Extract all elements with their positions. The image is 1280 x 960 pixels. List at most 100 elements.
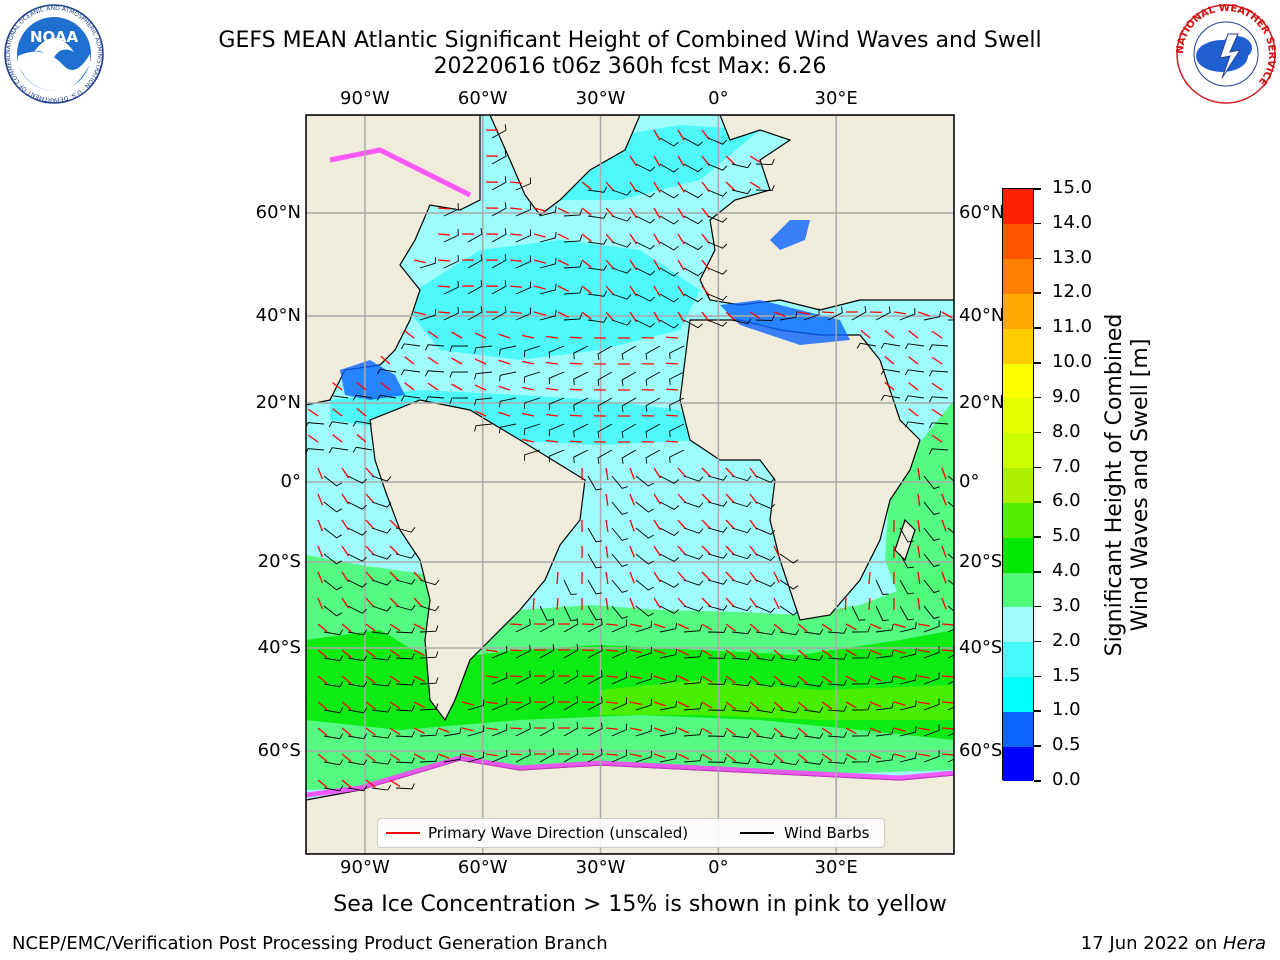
wave-direction-arrow-65	[629, 285, 638, 297]
wave-direction-arrow-172	[629, 467, 635, 480]
wind-barb-395	[443, 753, 462, 763]
wave-direction-arrow-355	[773, 701, 784, 711]
wind-barb-41	[659, 241, 679, 251]
wind-barb-55	[683, 267, 703, 277]
wave-direction-arrow-215	[677, 545, 687, 556]
wave-direction-arrow-157	[332, 434, 343, 443]
wind-barb-18	[707, 189, 728, 197]
wind-barb-383	[803, 732, 824, 739]
wave-direction-arrow-145	[474, 410, 487, 417]
wave-direction-arrow-20	[749, 181, 761, 189]
wind-barb-110	[425, 370, 445, 377]
wind-barb-88	[875, 306, 891, 321]
wave-direction-arrow-99	[569, 336, 583, 339]
wave-direction-arrow-82	[725, 311, 736, 321]
wind-barb-349	[635, 698, 652, 711]
wind-barb-417	[323, 785, 344, 792]
wind-barb-35	[515, 229, 532, 243]
wave-direction-arrow-300	[677, 649, 690, 656]
wave-direction-arrow-202	[725, 519, 735, 530]
wind-barb-259	[875, 605, 889, 621]
wind-barb-418	[347, 785, 368, 792]
wave-direction-arrow-360	[893, 701, 906, 706]
wind-barb-231	[635, 579, 654, 591]
wind-barb-159	[523, 449, 541, 461]
wave-direction-arrow-114	[522, 360, 535, 365]
colorbar-tick-label-12: 10.0	[1052, 351, 1093, 373]
wind-barb-303	[755, 655, 776, 662]
wave-direction-arrow-328	[749, 675, 760, 685]
wind-barb-252	[659, 605, 679, 614]
wind-barb-144	[352, 420, 373, 427]
wind-barb-379	[707, 730, 727, 737]
wave-direction-arrow-304	[773, 649, 784, 659]
wave-direction-arrow-10	[749, 155, 761, 163]
wind-barb-43	[707, 241, 728, 249]
wave-direction-arrow-227	[413, 571, 423, 582]
land-africa	[679, 319, 921, 621]
wind-barb-366	[395, 731, 415, 738]
wind-barb-67	[683, 293, 703, 303]
wind-barb-19	[731, 188, 752, 195]
wave-direction-arrow-212	[605, 545, 609, 558]
wave-direction-arrow-180	[317, 493, 324, 506]
wave-direction-arrow-223	[317, 571, 324, 584]
wind-barb-375	[611, 723, 628, 737]
wave-direction-arrow-148	[546, 413, 559, 417]
wave-direction-arrow-27	[605, 207, 615, 218]
wind-barb-376	[635, 724, 652, 737]
wave-direction-arrow-42	[677, 233, 685, 245]
wave-direction-arrow-256	[749, 597, 758, 609]
wind-barb-221	[923, 553, 940, 568]
wave-direction-arrow-290	[389, 649, 401, 658]
wave-direction-arrow-315	[389, 675, 401, 684]
wave-direction-arrow-279	[773, 623, 784, 633]
wind-barb-400	[563, 748, 579, 763]
wave-direction-arrow-66	[653, 285, 661, 297]
wind-barb-413	[875, 754, 894, 763]
wave-direction-arrow-122	[908, 356, 919, 365]
wind-barb-378	[683, 728, 703, 737]
wind-barb-249	[587, 605, 603, 621]
wind-barb-229	[587, 579, 603, 595]
wind-barb-241	[947, 579, 954, 586]
wind-barb-150	[597, 423, 613, 438]
wind-barb-295	[563, 644, 579, 659]
wind-barb-208	[347, 553, 368, 562]
wind-barb-54	[659, 267, 679, 277]
wave-direction-arrow-242	[317, 597, 324, 610]
wave-direction-arrow-385	[845, 727, 857, 735]
wave-direction-arrow-292	[485, 649, 498, 653]
wind-barb-47	[491, 254, 507, 269]
wave-direction-arrow-375	[605, 727, 619, 730]
wind-barb-64	[611, 293, 632, 300]
wave-direction-arrow-206	[941, 519, 947, 532]
wave-direction-arrow-209	[365, 545, 375, 556]
wind-barb-145	[474, 423, 493, 432]
wind-barb-2	[683, 137, 703, 147]
wave-direction-arrow-238	[868, 571, 871, 585]
lat-label-left-2: 20°N	[255, 392, 301, 413]
wave-direction-arrow-307	[845, 649, 857, 657]
wave-direction-arrow-95	[474, 332, 487, 339]
wind-barb-377	[659, 726, 678, 737]
wave-direction-arrow-262	[941, 597, 947, 610]
wind-barb-344	[515, 696, 531, 711]
lon-label-top-1: 60°W	[457, 88, 508, 109]
wind-barb-371	[515, 722, 531, 737]
wave-direction-arrow-186	[677, 493, 687, 504]
wave-direction-arrow-252	[653, 597, 661, 609]
wind-barb-322	[611, 671, 628, 685]
wave-direction-arrow-386	[869, 727, 882, 734]
wind-barb-82	[731, 318, 752, 325]
footer-date-text: 17 Jun 2022 on	[1080, 933, 1223, 954]
wind-barb-81	[707, 319, 728, 327]
wind-barb-230	[611, 579, 628, 593]
wave-direction-arrow-7	[677, 155, 685, 167]
wind-barb-257	[779, 605, 799, 616]
wind-barb-234	[707, 579, 728, 585]
colorbar-tickmark-6	[1034, 571, 1041, 573]
wind-barb-63	[587, 290, 608, 297]
wind-barb-242	[323, 605, 342, 617]
wind-barb-224	[347, 579, 368, 588]
